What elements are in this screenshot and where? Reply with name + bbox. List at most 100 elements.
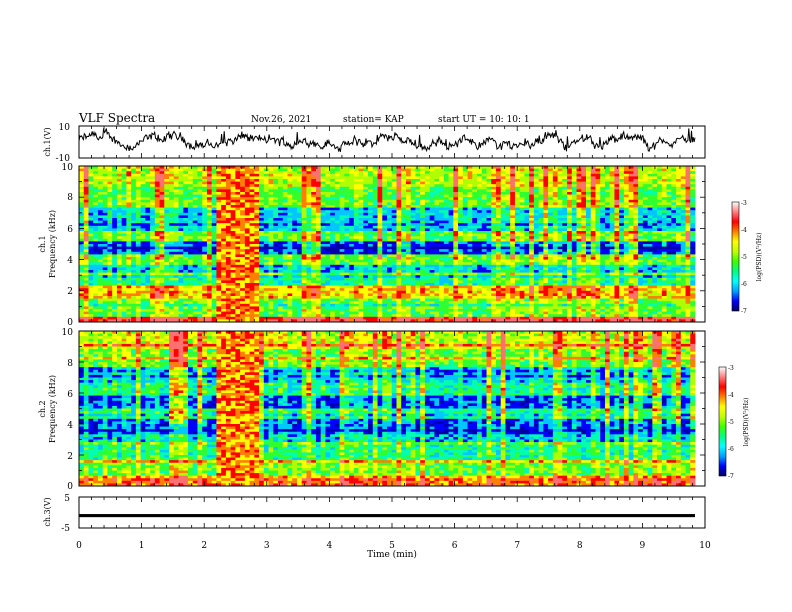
- spectrogram-cell: [164, 236, 170, 240]
- spectrogram-cell: [126, 181, 132, 185]
- spectrogram-cell: [458, 205, 464, 208]
- spectrogram-cell: [121, 223, 127, 227]
- spectrogram-cell: [524, 233, 530, 237]
- spectrogram-cell: [263, 202, 269, 206]
- spectrogram-cell: [358, 194, 364, 198]
- spectrogram-cell: [434, 215, 440, 219]
- spectrogram-cell: [529, 254, 535, 258]
- spectrogram-cell: [557, 228, 563, 232]
- spectrogram-cell: [88, 218, 94, 221]
- spectrogram-cell: [349, 262, 355, 266]
- spectrogram-cell: [353, 215, 359, 219]
- spectrogram-cell: [183, 210, 189, 214]
- spectrogram-cell: [562, 179, 568, 182]
- spectrogram-cell: [552, 179, 558, 182]
- spectrogram-cell: [415, 166, 421, 169]
- spectrogram-cell: [410, 244, 416, 247]
- spectrogram-cell: [112, 251, 118, 255]
- spectrogram-cell: [225, 181, 232, 185]
- spectrogram-cell: [495, 257, 502, 260]
- spectrogram-cell: [192, 166, 198, 169]
- spectrogram-cell: [458, 173, 464, 177]
- spectrogram-cell: [576, 179, 582, 182]
- spectrogram-cell: [121, 181, 127, 185]
- spectrogram-cell: [581, 166, 587, 169]
- spectrogram-cell: [543, 197, 549, 201]
- spectrogram-cell: [586, 173, 592, 177]
- spectrogram-cell: [363, 241, 369, 245]
- spectrogram-cell: [453, 238, 459, 242]
- spectrogram-cell: [292, 231, 298, 234]
- spectrogram-cell: [439, 176, 445, 180]
- spectrogram-cell: [586, 184, 592, 188]
- spectrogram-cell: [150, 186, 156, 190]
- spectrogram-cell: [273, 238, 279, 242]
- spectrogram-cell: [519, 173, 525, 177]
- spectrogram-cell: [116, 218, 123, 221]
- spectrogram-cell: [524, 220, 530, 224]
- spectrogram-cell: [93, 231, 99, 234]
- spectrogram-cell: [638, 210, 644, 214]
- spectrogram-cell: [202, 173, 208, 177]
- spectrogram-cell: [135, 202, 141, 206]
- spectrogram-cell: [666, 199, 672, 203]
- spectrogram-cell: [391, 228, 397, 232]
- spectrogram-cell: [396, 218, 402, 221]
- spectrogram-cell: [311, 189, 317, 193]
- spectrogram-cell: [259, 244, 265, 247]
- spectrogram-cell: [240, 225, 246, 229]
- spectrogram-cell: [83, 212, 89, 216]
- spectrogram-cell: [296, 249, 303, 253]
- spectrogram-cell: [377, 220, 383, 224]
- spectrogram-cell: [529, 212, 535, 216]
- spectrogram-cell: [533, 259, 540, 263]
- spectrogram-cell: [268, 184, 274, 188]
- spectrogram-cell: [358, 251, 364, 255]
- spectrogram-cell: [434, 236, 440, 240]
- spectrogram-cell: [102, 249, 108, 253]
- spectrogram-cell: [244, 241, 250, 245]
- spectrogram-cell: [358, 186, 364, 190]
- spectrogram-cell: [386, 238, 393, 242]
- spectrogram-cell: [600, 176, 606, 180]
- spectrogram-cell: [140, 231, 146, 234]
- spectrogram-cell: [524, 168, 530, 172]
- spectrogram-cell: [140, 254, 146, 258]
- spectrogram-cell: [514, 192, 521, 195]
- spectrogram-cell: [263, 233, 269, 237]
- spectrogram-cell: [443, 220, 449, 224]
- spectrogram-cell: [159, 262, 165, 266]
- spectrogram-cell: [434, 207, 440, 211]
- spectrogram-cell: [657, 251, 663, 255]
- spectrogram-cell: [344, 168, 350, 172]
- spectrogram-cell: [567, 218, 573, 221]
- spectrogram-cell: [159, 246, 165, 250]
- spectrogram-cell: [296, 259, 303, 263]
- spectrogram-cell: [642, 251, 648, 255]
- spectrogram-cell: [443, 225, 449, 229]
- spectrogram-cell: [495, 181, 502, 185]
- spectrogram-cell: [391, 238, 397, 242]
- spectrogram-cell: [112, 220, 118, 224]
- spectrogram-cell: [462, 202, 468, 206]
- spectrogram-cell: [529, 173, 535, 177]
- spectrogram-cell: [647, 171, 653, 175]
- spectrogram-cell: [292, 166, 298, 169]
- spectrogram-cell: [296, 173, 303, 177]
- spectrogram-cell: [83, 207, 89, 211]
- spectrogram-cell: [562, 257, 568, 260]
- spectrogram-cell: [320, 205, 326, 208]
- spectrogram-cell: [590, 220, 596, 224]
- spectrogram-cell: [211, 194, 217, 198]
- spectrogram-cell: [164, 202, 170, 206]
- spectrogram-cell: [685, 228, 691, 232]
- spectrogram-cell: [396, 168, 402, 172]
- spectrogram-cell: [344, 202, 350, 206]
- spectrogram-cell: [614, 225, 620, 229]
- spectrogram-cell: [301, 184, 307, 188]
- spectrogram-cell: [169, 215, 175, 219]
- spectrogram-cell: [604, 194, 611, 198]
- spectrogram-cell: [505, 199, 511, 203]
- spectrogram-cell: [353, 228, 359, 232]
- spectrogram-cell: [538, 192, 544, 195]
